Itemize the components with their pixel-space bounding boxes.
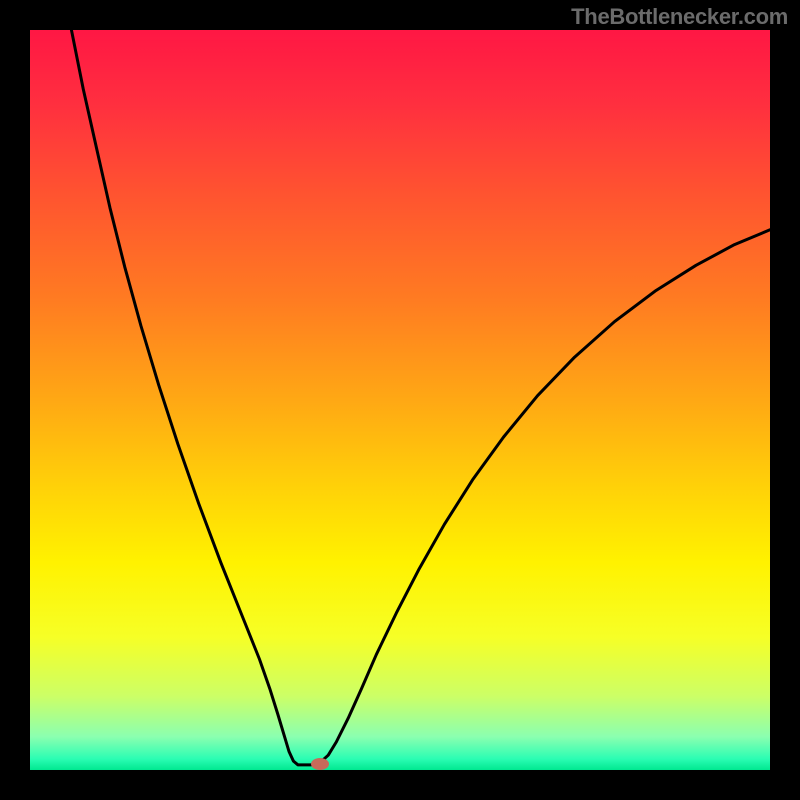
plot-area	[30, 30, 770, 770]
watermark-text: TheBottlenecker.com	[571, 4, 788, 30]
curve-layer	[30, 30, 770, 770]
chart-frame: TheBottlenecker.com	[0, 0, 800, 800]
bottleneck-curve	[71, 30, 770, 765]
